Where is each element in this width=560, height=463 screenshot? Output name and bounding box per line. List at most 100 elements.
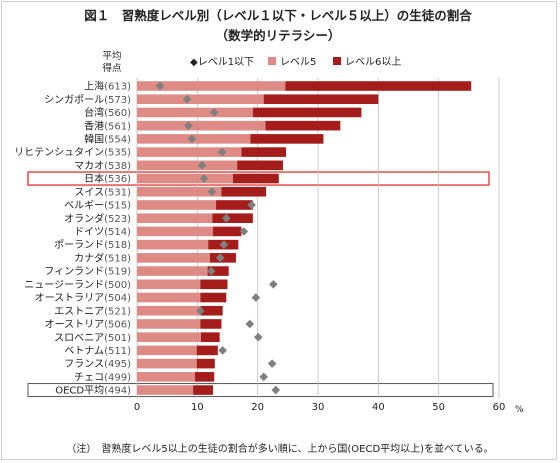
row-score: (538): [104, 161, 131, 172]
legend-level1: ◆レベル1以下: [190, 56, 254, 68]
level1-marker: [196, 306, 205, 316]
level1-marker: [183, 121, 193, 130]
row-score: (514): [104, 227, 131, 238]
row-score: (561): [104, 121, 131, 132]
level1-markers: [155, 81, 281, 395]
bar-level5: [137, 239, 209, 250]
row-score: (613): [104, 82, 131, 93]
bar-level6: [200, 319, 222, 329]
row-score: (560): [104, 108, 131, 119]
row-score: (499): [104, 372, 131, 383]
row-label: スイス(531): [74, 187, 131, 198]
level1-marker: [207, 187, 217, 197]
legend-level6-swatch: [333, 57, 341, 65]
level1-marker: [251, 293, 261, 302]
grid: [136, 78, 500, 399]
row-score: (573): [104, 95, 131, 106]
bar-level6: [263, 94, 379, 105]
level1-marker: [206, 266, 216, 276]
row-label: ベトナム(511): [64, 345, 131, 357]
bar-level5: [137, 226, 214, 237]
row-label: オーストリア(506): [45, 319, 131, 331]
bar-level6: [221, 186, 267, 197]
bar-level5: [137, 186, 222, 197]
bar-level6: [213, 226, 242, 237]
row-score: (535): [104, 148, 131, 159]
level1-marker: [245, 319, 255, 329]
bar-level5: [137, 81, 286, 91]
row-score: (501): [104, 333, 131, 344]
row-header-line2: 得点: [102, 62, 122, 74]
bar-level6: [200, 332, 220, 342]
level1-marker: [259, 372, 268, 382]
bar-level6: [200, 279, 228, 290]
row-label: スロベニア(501): [54, 332, 131, 344]
bar-level6: [200, 292, 227, 303]
row-header-line1: 平均: [102, 50, 121, 62]
row-score: (504): [104, 293, 131, 304]
x-tick-label: 0: [134, 402, 140, 413]
highlight-box: [27, 171, 490, 186]
bar-level5: [137, 173, 233, 184]
level1-marker: [155, 81, 165, 91]
x-axis: 0 10 20 30 40 50 60%: [134, 402, 524, 415]
row-label: ニュージーランド(500): [24, 279, 131, 291]
level1-marker: [199, 174, 209, 183]
level1-marker: [267, 359, 277, 368]
bar-level6: [232, 173, 279, 184]
bar-level5: [137, 279, 201, 290]
oecd-box: [27, 383, 494, 398]
row-label: フランス(495): [64, 358, 131, 370]
bar-level6: [265, 120, 341, 131]
x-unit-label: %: [515, 405, 524, 415]
bar-level6: [237, 160, 284, 171]
level1-marker: [253, 332, 263, 342]
row-label: フィンランド(519): [44, 266, 131, 278]
level1-marker: [219, 240, 229, 249]
chart-title: 図１ 習熟度レベル別（レベル１以下・レベル５以上）の生徒の割合: [84, 8, 472, 23]
row-label: ドイツ(514): [74, 227, 131, 238]
row-label: OECD平均(494): [55, 385, 131, 397]
level1-marker: [197, 161, 207, 170]
row-score: (511): [104, 346, 131, 357]
legend-level5-swatch: [268, 57, 276, 65]
row-label: 韓国(554): [84, 133, 131, 145]
row-label: リヒテンシュタイン(535): [14, 147, 131, 159]
bar-level5: [137, 385, 194, 395]
level1-marker: [218, 346, 227, 355]
row-score: (518): [104, 253, 131, 264]
level1-marker: [271, 385, 281, 395]
row-label: シンガポール(573): [44, 94, 131, 106]
bar-level5: [137, 319, 201, 329]
bar-level6: [285, 81, 472, 91]
bar-level5: [137, 266, 208, 276]
bar-level5: [137, 332, 201, 342]
level1-marker: [209, 108, 219, 117]
row-label: 台湾(560): [84, 106, 131, 119]
bar-level6: [200, 305, 223, 316]
legend-level6: レベル6以上: [345, 56, 401, 68]
bar-level6: [193, 385, 214, 395]
row-label: オーストラリア(504): [35, 292, 131, 304]
row-score: (494): [104, 386, 131, 397]
row-score: (523): [104, 214, 131, 225]
row-score: (495): [104, 359, 131, 370]
row-label: 香港(561): [84, 120, 131, 132]
bar-level5: [137, 305, 201, 316]
row-label: チェコ(499): [74, 371, 131, 383]
bar-level5: [137, 160, 238, 171]
bar-level5: [137, 345, 197, 356]
row-label: 日本(536): [84, 172, 131, 185]
legend-level5: レベル5: [280, 56, 316, 68]
bar-level5: [137, 200, 217, 210]
row-score: (506): [104, 320, 131, 331]
level1-marker: [187, 134, 197, 144]
bar-level5: [137, 107, 253, 118]
row-label: エストニア(521): [54, 306, 131, 317]
x-tick-label: 60: [493, 402, 506, 413]
row-score: (536): [104, 174, 131, 185]
row-score: (518): [104, 240, 131, 251]
bar-level5: [137, 292, 201, 303]
